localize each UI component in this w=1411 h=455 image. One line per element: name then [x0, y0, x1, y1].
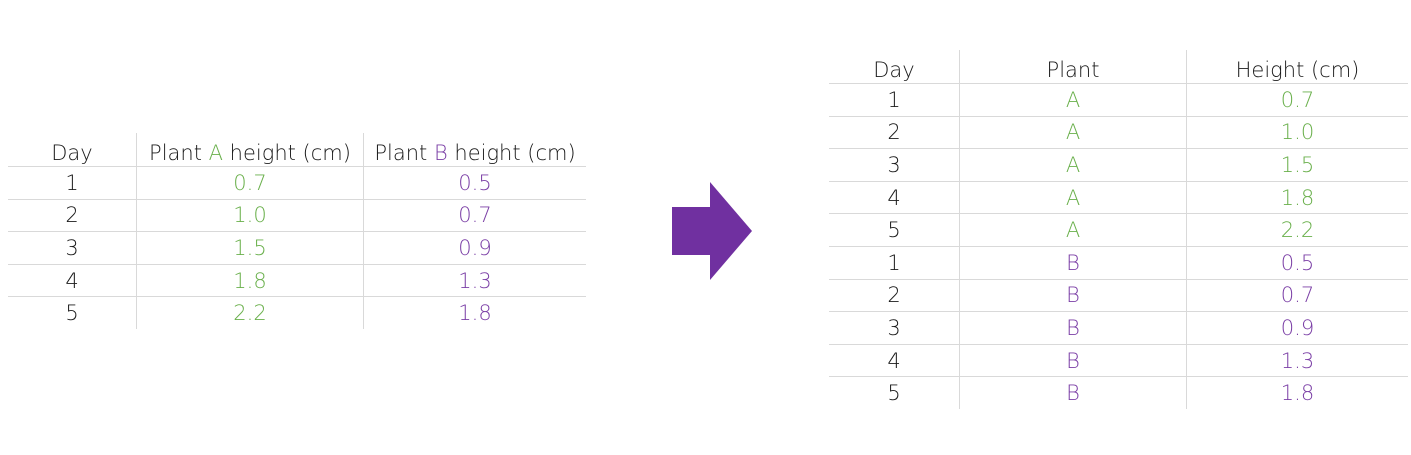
header-height: Height (cm) — [1186, 50, 1408, 84]
cell-plant: B — [959, 311, 1187, 345]
cell-plant: A — [959, 148, 1187, 182]
table-header-row: Day Plant Height (cm) — [829, 50, 1408, 84]
header-plant-a-letter: A — [208, 141, 223, 165]
table-header-row: Day Plant A height (cm) Plant B height (… — [8, 133, 586, 167]
cell-plant-a-height: 1.0 — [136, 199, 364, 232]
cell-day: 4 — [887, 185, 901, 210]
cell-day: 3 — [887, 315, 901, 340]
cell-day: 5 — [887, 218, 901, 243]
cell-height: 0.9 — [1186, 311, 1408, 345]
table-row: 2 B 0.7 — [829, 279, 1408, 312]
cell-plant: A — [959, 213, 1187, 247]
cell-day: 2 — [887, 283, 901, 308]
cell-day: 1 — [65, 170, 79, 195]
table-row: 3 A 1.5 — [829, 148, 1408, 182]
table-row: 1 0.7 0.5 — [8, 166, 586, 200]
cell-plant: B — [959, 279, 1187, 312]
cell-day: 3 — [65, 235, 79, 260]
header-plant-a-height: Plant A height (cm) — [136, 133, 364, 167]
cell-height: 0.7 — [1186, 279, 1408, 312]
table-row: 3 B 0.9 — [829, 311, 1408, 345]
cell-height: 1.0 — [1186, 116, 1408, 149]
cell-plant-b-height: 0.7 — [363, 199, 586, 232]
cell-plant-b-height: 0.5 — [363, 166, 586, 200]
cell-plant-a-height: 1.5 — [136, 231, 364, 265]
cell-day: 1 — [887, 250, 901, 275]
table-row: 1 B 0.5 — [829, 246, 1408, 280]
cell-day: 4 — [65, 268, 79, 293]
cell-day: 2 — [887, 120, 901, 145]
table-row: 2 1.0 0.7 — [8, 199, 586, 232]
cell-height: 2.2 — [1186, 213, 1408, 247]
right-arrow-shape — [672, 182, 752, 280]
table-row: 1 A 0.7 — [829, 83, 1408, 117]
cell-plant-b-height: 1.3 — [363, 264, 586, 297]
cell-plant: B — [959, 246, 1187, 280]
cell-plant: A — [959, 83, 1187, 117]
header-plant-a-suffix: height (cm) — [223, 141, 351, 165]
cell-height: 1.8 — [1186, 376, 1408, 410]
table-row: 5 B 1.8 — [829, 376, 1408, 410]
table-row: 3 1.5 0.9 — [8, 231, 586, 265]
cell-plant: B — [959, 344, 1187, 377]
header-plant-b-prefix: Plant — [374, 141, 434, 165]
cell-height: 0.7 — [1186, 83, 1408, 117]
cell-day: 3 — [887, 152, 901, 177]
right-arrow-icon — [672, 182, 752, 280]
header-plant-b-suffix: height (cm) — [447, 141, 576, 165]
header-plant: Plant — [959, 50, 1187, 84]
cell-height: 1.8 — [1186, 181, 1408, 214]
long-format-table: Day Plant Height (cm) 1 A 0.7 2 A 1.0 3 … — [829, 50, 1408, 410]
header-day: Day — [873, 58, 915, 82]
cell-plant: A — [959, 116, 1187, 149]
header-plant-b-letter: B — [433, 141, 448, 165]
cell-height: 1.3 — [1186, 344, 1408, 377]
header-plant-b-height: Plant B height (cm) — [363, 133, 586, 167]
cell-day: 5 — [65, 301, 79, 326]
cell-height: 0.5 — [1186, 246, 1408, 280]
cell-plant-a-height: 0.7 — [136, 166, 364, 200]
table-row: 5 A 2.2 — [829, 213, 1408, 247]
cell-plant: B — [959, 376, 1187, 410]
cell-plant-a-height: 1.8 — [136, 264, 364, 297]
cell-plant-b-height: 1.8 — [363, 296, 586, 330]
table-row: 4 B 1.3 — [829, 344, 1408, 377]
cell-day: 5 — [887, 381, 901, 406]
cell-day: 1 — [887, 87, 901, 112]
table-row: 4 1.8 1.3 — [8, 264, 586, 297]
header-plant-a-prefix: Plant — [149, 141, 209, 165]
cell-day: 2 — [65, 203, 79, 228]
wide-format-table: Day Plant A height (cm) Plant B height (… — [8, 133, 586, 330]
table-row: 2 A 1.0 — [829, 116, 1408, 149]
cell-height: 1.5 — [1186, 148, 1408, 182]
table-row: 5 2.2 1.8 — [8, 296, 586, 330]
cell-plant-a-height: 2.2 — [136, 296, 364, 330]
table-row: 4 A 1.8 — [829, 181, 1408, 214]
cell-day: 4 — [887, 348, 901, 373]
cell-plant: A — [959, 181, 1187, 214]
cell-plant-b-height: 0.9 — [363, 231, 586, 265]
header-day: Day — [51, 141, 93, 165]
